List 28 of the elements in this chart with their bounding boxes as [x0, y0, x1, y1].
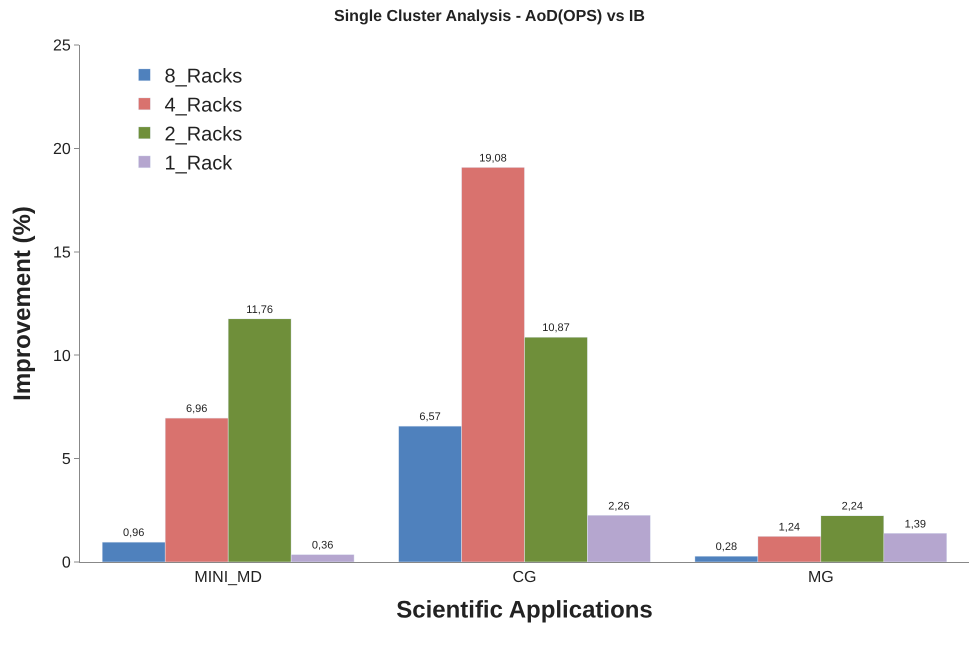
data-label: 2,26 [608, 500, 630, 512]
data-label: 1,39 [904, 518, 926, 530]
data-label: 10,87 [542, 322, 570, 334]
y-axis-title: Improvement (%) [9, 206, 36, 401]
y-tick-label: 0 [62, 554, 71, 572]
data-label: 19,08 [479, 152, 507, 164]
x-tick-label: MG [808, 569, 834, 586]
data-label: 11,76 [246, 304, 274, 316]
y-tick-label: 20 [53, 141, 71, 158]
y-tick-label: 15 [53, 244, 71, 262]
legend-label: 4_Racks [164, 94, 242, 117]
x-axis-title: Scientific Applications [396, 596, 653, 624]
data-label: 0,36 [312, 540, 334, 552]
data-label: 6,57 [419, 411, 441, 424]
legend-label: 1_Rack [164, 152, 234, 175]
data-label: 0,28 [716, 541, 738, 554]
legend-label: 8_Racks [164, 66, 242, 88]
data-label: 6,96 [186, 403, 208, 416]
y-tick-label: 10 [53, 348, 71, 365]
y-tick-label: 25 [53, 38, 71, 55]
data-label: 2,24 [842, 500, 864, 513]
data-label: 0,96 [123, 527, 144, 540]
legend-label: 2_Racks [164, 124, 242, 146]
x-tick-label: MINI_MD [194, 569, 262, 586]
x-tick-label: CG [512, 569, 536, 586]
y-tick-label: 5 [62, 451, 71, 468]
chart-title: Single Cluster Analysis - AoD(OPS) vs IB [334, 8, 645, 25]
data-label: 1,24 [778, 521, 800, 534]
